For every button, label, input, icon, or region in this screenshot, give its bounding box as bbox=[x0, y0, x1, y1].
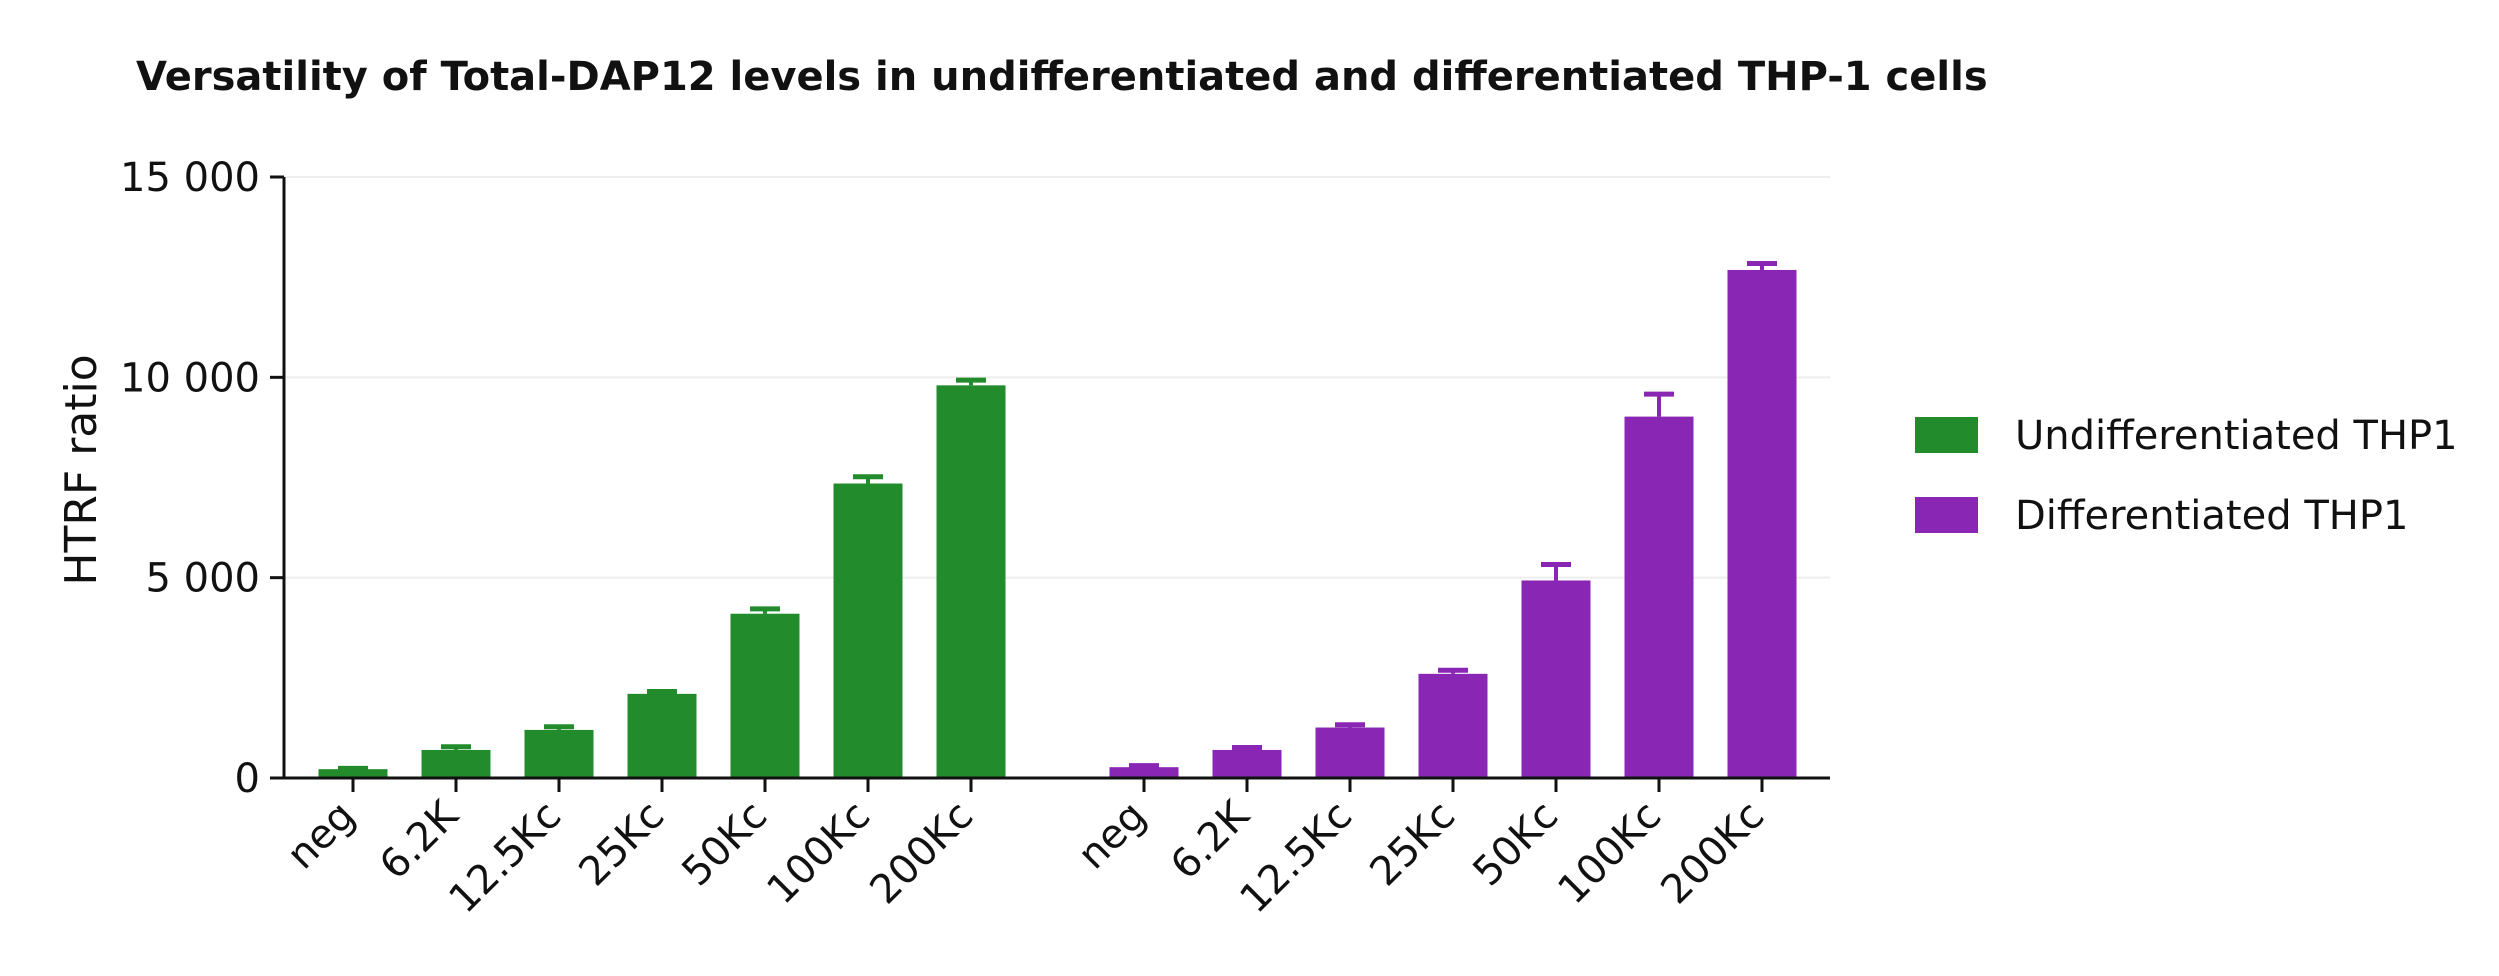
y-tick-label: 10 000 bbox=[120, 355, 260, 401]
bar bbox=[421, 749, 491, 778]
y-tick-label: 5 000 bbox=[145, 556, 260, 602]
bar bbox=[627, 693, 697, 778]
chart-title: Versatility of Total-DAP12 levels in und… bbox=[136, 54, 1988, 100]
bar bbox=[936, 385, 1006, 778]
y-axis-label: HTRF ratio bbox=[56, 354, 107, 585]
legend: Undifferentiated THP1 Differentiated THP1 bbox=[1915, 413, 2458, 539]
x-tick-label: 12.5Kc bbox=[1231, 793, 1361, 923]
bar bbox=[730, 613, 800, 778]
legend-label: Undifferentiated THP1 bbox=[2015, 413, 2458, 459]
x-tick-label: 200Kc bbox=[1652, 793, 1773, 914]
legend-swatch bbox=[1915, 497, 1978, 533]
bar bbox=[1727, 269, 1797, 778]
axes bbox=[282, 177, 1830, 780]
y-tick-label: 15 000 bbox=[120, 155, 260, 201]
y-tick-label: 0 bbox=[235, 756, 260, 802]
bar bbox=[1624, 416, 1694, 778]
x-tick-label: 6.2K bbox=[371, 791, 468, 888]
bar bbox=[833, 483, 903, 778]
bar bbox=[1418, 673, 1488, 778]
bar bbox=[1521, 580, 1591, 778]
x-tick-label: neg bbox=[278, 793, 364, 879]
x-tick-label: 25Kc bbox=[570, 793, 673, 896]
bar bbox=[1315, 727, 1385, 778]
bar bbox=[524, 729, 594, 778]
x-tick-label: neg bbox=[1069, 793, 1155, 879]
gridlines bbox=[284, 176, 1830, 579]
x-tick-label: 12.5Kc bbox=[440, 793, 570, 923]
legend-label: Differentiated THP1 bbox=[2015, 493, 2408, 539]
bar bbox=[1212, 749, 1282, 778]
x-tick-label: 6.2K bbox=[1162, 791, 1259, 888]
x-tick-label: 25Kc bbox=[1361, 793, 1464, 896]
x-tick-label: 100Kc bbox=[758, 793, 879, 914]
x-tick-label: 200Kc bbox=[861, 793, 982, 914]
legend-swatch bbox=[1915, 417, 1978, 453]
bar bbox=[1109, 767, 1179, 778]
x-tick-label: 100Kc bbox=[1549, 793, 1670, 914]
bar bbox=[318, 769, 388, 778]
bars bbox=[318, 261, 1797, 778]
